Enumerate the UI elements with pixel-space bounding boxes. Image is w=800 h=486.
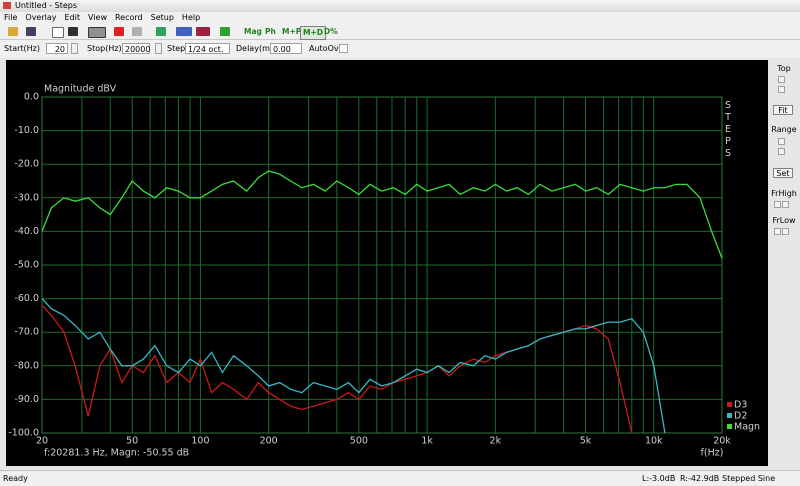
stop-input[interactable]: 20000 — [122, 43, 150, 54]
plot-background — [6, 60, 768, 466]
y-tick-label: -30.0 — [14, 192, 39, 203]
status-bar: Ready L:-3.0dB R:-42.9dB Stepped Sine Re… — [0, 470, 800, 486]
y-tick-label: -60.0 — [14, 293, 39, 304]
menu-bar: File Overlay Edit View Record Setup Help — [0, 12, 800, 24]
y-tick-label: -80.0 — [14, 360, 39, 371]
side-panel: Top Fit Range Set FrHigh FrLow — [768, 58, 800, 470]
status-right-level: R:-42.9dB — [680, 474, 720, 483]
y-axis-title: Magnitude dBV — [44, 84, 117, 95]
menu-item[interactable]: Edit — [64, 13, 81, 22]
top-up[interactable] — [778, 76, 785, 83]
frlow-label: FrLow — [772, 216, 796, 225]
x-tick-label: 1k — [421, 436, 433, 447]
data-line — [41, 298, 666, 434]
y-tick-label: -70.0 — [14, 327, 39, 338]
cursor-readout: f:20281.3 Hz, Magn: -50.55 dB — [44, 448, 189, 459]
autoovr-label: AutoOvr — [309, 44, 342, 53]
menu-item[interactable]: Overlay — [25, 13, 57, 22]
legend-swatch — [727, 402, 732, 407]
delay-label: Delay(ms) — [236, 44, 278, 53]
legend-label: D2 — [734, 411, 747, 422]
start-spin[interactable] — [71, 43, 78, 54]
sweep-icon[interactable] — [156, 27, 166, 36]
status-ready: Ready — [3, 474, 28, 483]
stop-spin[interactable] — [155, 43, 162, 54]
view-button[interactable]: M+D — [300, 26, 326, 40]
x-tick-label: 100 — [191, 436, 209, 447]
menu-item[interactable]: Help — [181, 13, 201, 22]
set-button[interactable]: Set — [773, 168, 793, 178]
toolbar: Mag Ph M+P M+D D% — [0, 24, 800, 40]
save-icon[interactable] — [26, 27, 36, 36]
view-button[interactable]: Ph — [265, 27, 276, 36]
parameter-bar: Start(Hz) 20 Stop(Hz) 20000 Step 1/24 oc… — [0, 40, 800, 58]
frhigh-right[interactable] — [782, 201, 789, 208]
menu-item[interactable]: Record — [114, 13, 143, 22]
start-label: Start(Hz) — [4, 44, 40, 53]
plot-frame — [41, 96, 723, 434]
stop-label: Stop(Hz) — [87, 44, 122, 53]
gen-icon[interactable] — [176, 27, 192, 36]
range-up[interactable] — [778, 138, 785, 145]
frlow-left[interactable] — [774, 228, 781, 235]
x-tick-label: 2k — [490, 436, 502, 447]
app-icon — [3, 2, 11, 9]
side-label: STEPS — [723, 100, 734, 160]
y-tick-label: -50.0 — [14, 260, 39, 271]
play-icon[interactable] — [114, 27, 124, 36]
legend-label: Magn — [734, 422, 760, 433]
status-mode: Stepped Sine Response — [722, 474, 776, 483]
legend-swatch — [727, 413, 732, 418]
y-tick-label: -90.0 — [14, 394, 39, 405]
x-tick-label: 5k — [580, 436, 592, 447]
range-down[interactable] — [778, 148, 785, 155]
chart: Magnitude dBV f(Hz) f:20281.3 Hz, Magn: … — [6, 60, 768, 466]
title-bar: Untitled - Steps — [0, 0, 800, 12]
autoovr-checkbox[interactable] — [339, 44, 348, 53]
meter-icon[interactable] — [196, 27, 210, 36]
pause-icon[interactable] — [88, 27, 106, 38]
frlow-right[interactable] — [782, 228, 789, 235]
legend-swatch — [727, 424, 732, 429]
menu-item[interactable]: Setup — [150, 13, 174, 22]
y-tick-label: -20.0 — [14, 159, 39, 170]
fit-button[interactable]: Fit — [773, 105, 793, 115]
data-line — [41, 170, 723, 259]
x-tick-label: 10k — [645, 436, 663, 447]
open-icon[interactable] — [8, 27, 18, 36]
step-select[interactable]: 1/24 oct. — [185, 43, 230, 54]
range-label: Range — [771, 125, 797, 134]
scope-icon[interactable] — [220, 27, 230, 36]
stop-icon[interactable] — [132, 27, 142, 36]
view-button[interactable]: Mag — [244, 27, 262, 36]
x-tick-label: 200 — [260, 436, 278, 447]
top-label: Top — [777, 64, 791, 73]
menu-item[interactable]: View — [88, 13, 107, 22]
start-input[interactable]: 20 — [46, 43, 68, 54]
status-left-level: L:-3.0dB — [642, 474, 676, 483]
window-title: Untitled - Steps — [15, 1, 77, 10]
x-tick-label: 50 — [126, 436, 138, 447]
x-axis-title: f(Hz) — [701, 448, 724, 459]
view-button[interactable]: D% — [324, 27, 338, 36]
cursor-icon[interactable] — [68, 27, 78, 36]
new-icon[interactable] — [52, 27, 64, 38]
frhigh-label: FrHigh — [771, 189, 797, 198]
x-tick-label: 20 — [36, 436, 48, 447]
y-tick-label: 0.0 — [24, 92, 39, 103]
x-tick-label: 500 — [350, 436, 368, 447]
y-tick-label: -10.0 — [14, 125, 39, 136]
step-label: Step — [167, 44, 186, 53]
frhigh-left[interactable] — [774, 201, 781, 208]
x-tick-label: 20k — [713, 436, 731, 447]
delay-input[interactable]: 0.00 — [270, 43, 302, 54]
view-button[interactable]: M+P — [282, 27, 302, 36]
y-tick-label: -100.0 — [8, 428, 39, 439]
top-down[interactable] — [778, 86, 785, 93]
y-tick-label: -40.0 — [14, 226, 39, 237]
legend-label: D3 — [734, 400, 747, 411]
menu-item[interactable]: File — [4, 13, 18, 22]
